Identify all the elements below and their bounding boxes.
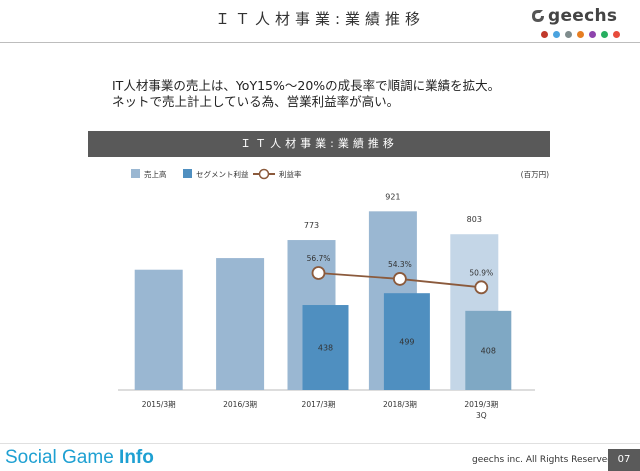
segment-profit-value-label-2: 438 <box>318 344 333 353</box>
margin-point-4 <box>474 280 489 295</box>
logo-dot-3 <box>577 31 584 38</box>
chart-header: ＩＴ人材事業:業績推移 <box>88 131 550 157</box>
slide-title: ＩＴ人材事業:業績推移 <box>214 10 426 28</box>
revenue-bar-0 <box>134 269 183 390</box>
segment-profit-bar-4 <box>465 310 512 390</box>
legend-label-segment-profit: セグメント利益 <box>196 169 249 179</box>
footer-divider <box>0 443 640 444</box>
unit-label: (百万円) <box>521 170 549 179</box>
performance-chart: 売上高 セグメント利益 利益率 (百万円) 2015/3期 2016/3期 773 438 20… <box>118 168 549 420</box>
legend-swatch-revenue <box>131 169 140 178</box>
revenue-value-label-4: 803 <box>467 215 482 224</box>
margin-value-label-2: 56.7% <box>307 254 331 263</box>
revenue-value-label-2: 773 <box>304 221 319 230</box>
margin-point-2 <box>311 266 326 280</box>
x-tick-label-3: 2018/3期 <box>383 400 417 409</box>
logo-dot-5 <box>601 31 608 38</box>
summary-line-2: ネットで売上計上している為、営業利益率が高い。 <box>112 94 400 109</box>
footer-copyright: geechs inc. All Rights Reserved. <box>472 455 616 465</box>
margin-point-3 <box>392 272 407 286</box>
x-tick-label-0: 2015/3期 <box>142 400 176 409</box>
legend-label-revenue: 売上高 <box>144 169 167 179</box>
legend-marker-margin <box>258 168 270 180</box>
margin-value-label-3: 54.3% <box>388 260 412 269</box>
logo-dot-0 <box>541 31 548 38</box>
logo-dot-1 <box>553 31 560 38</box>
title-divider <box>0 42 640 43</box>
revenue-bar-1 <box>216 258 265 390</box>
x-tick-label-4-1: 3Q <box>476 411 487 420</box>
summary-line-1: IT人材事業の売上は、YoY15%〜20%の成長率で順調に業績を拡大。 <box>112 78 501 93</box>
geechs-logo-icon <box>532 10 544 22</box>
footer-brand-regular: Social Game <box>5 447 120 468</box>
x-tick-label-1: 2016/3期 <box>223 400 257 409</box>
segment-profit-bar-2 <box>302 305 349 390</box>
segment-profit-bar-3 <box>383 293 430 390</box>
footer-brand: Social Game Info <box>5 447 154 469</box>
summary-text: IT人材事業の売上は、YoY15%〜20%の成長率で順調に業績を拡大。 ネットで… <box>112 78 500 110</box>
margin-value-label-4: 50.9% <box>469 268 493 277</box>
geechs-logo-text: geechs <box>548 6 618 26</box>
legend-swatch-segment-profit <box>183 169 192 178</box>
logo-dot-4 <box>589 31 596 38</box>
x-tick-label-4: 2019/3期 <box>464 400 498 409</box>
revenue-value-label-3: 921 <box>385 192 400 201</box>
page-number: 07 <box>608 449 640 471</box>
x-tick-label-2: 2017/3期 <box>302 400 336 409</box>
segment-profit-value-label-3: 499 <box>399 338 414 347</box>
footer-brand-bold: Info <box>119 447 154 468</box>
segment-profit-value-label-4: 408 <box>481 346 496 355</box>
logo-dot-2 <box>565 31 572 38</box>
logo-color-dots <box>541 31 620 38</box>
logo-dot-6 <box>613 31 620 38</box>
legend-label-margin: 利益率 <box>279 169 302 179</box>
